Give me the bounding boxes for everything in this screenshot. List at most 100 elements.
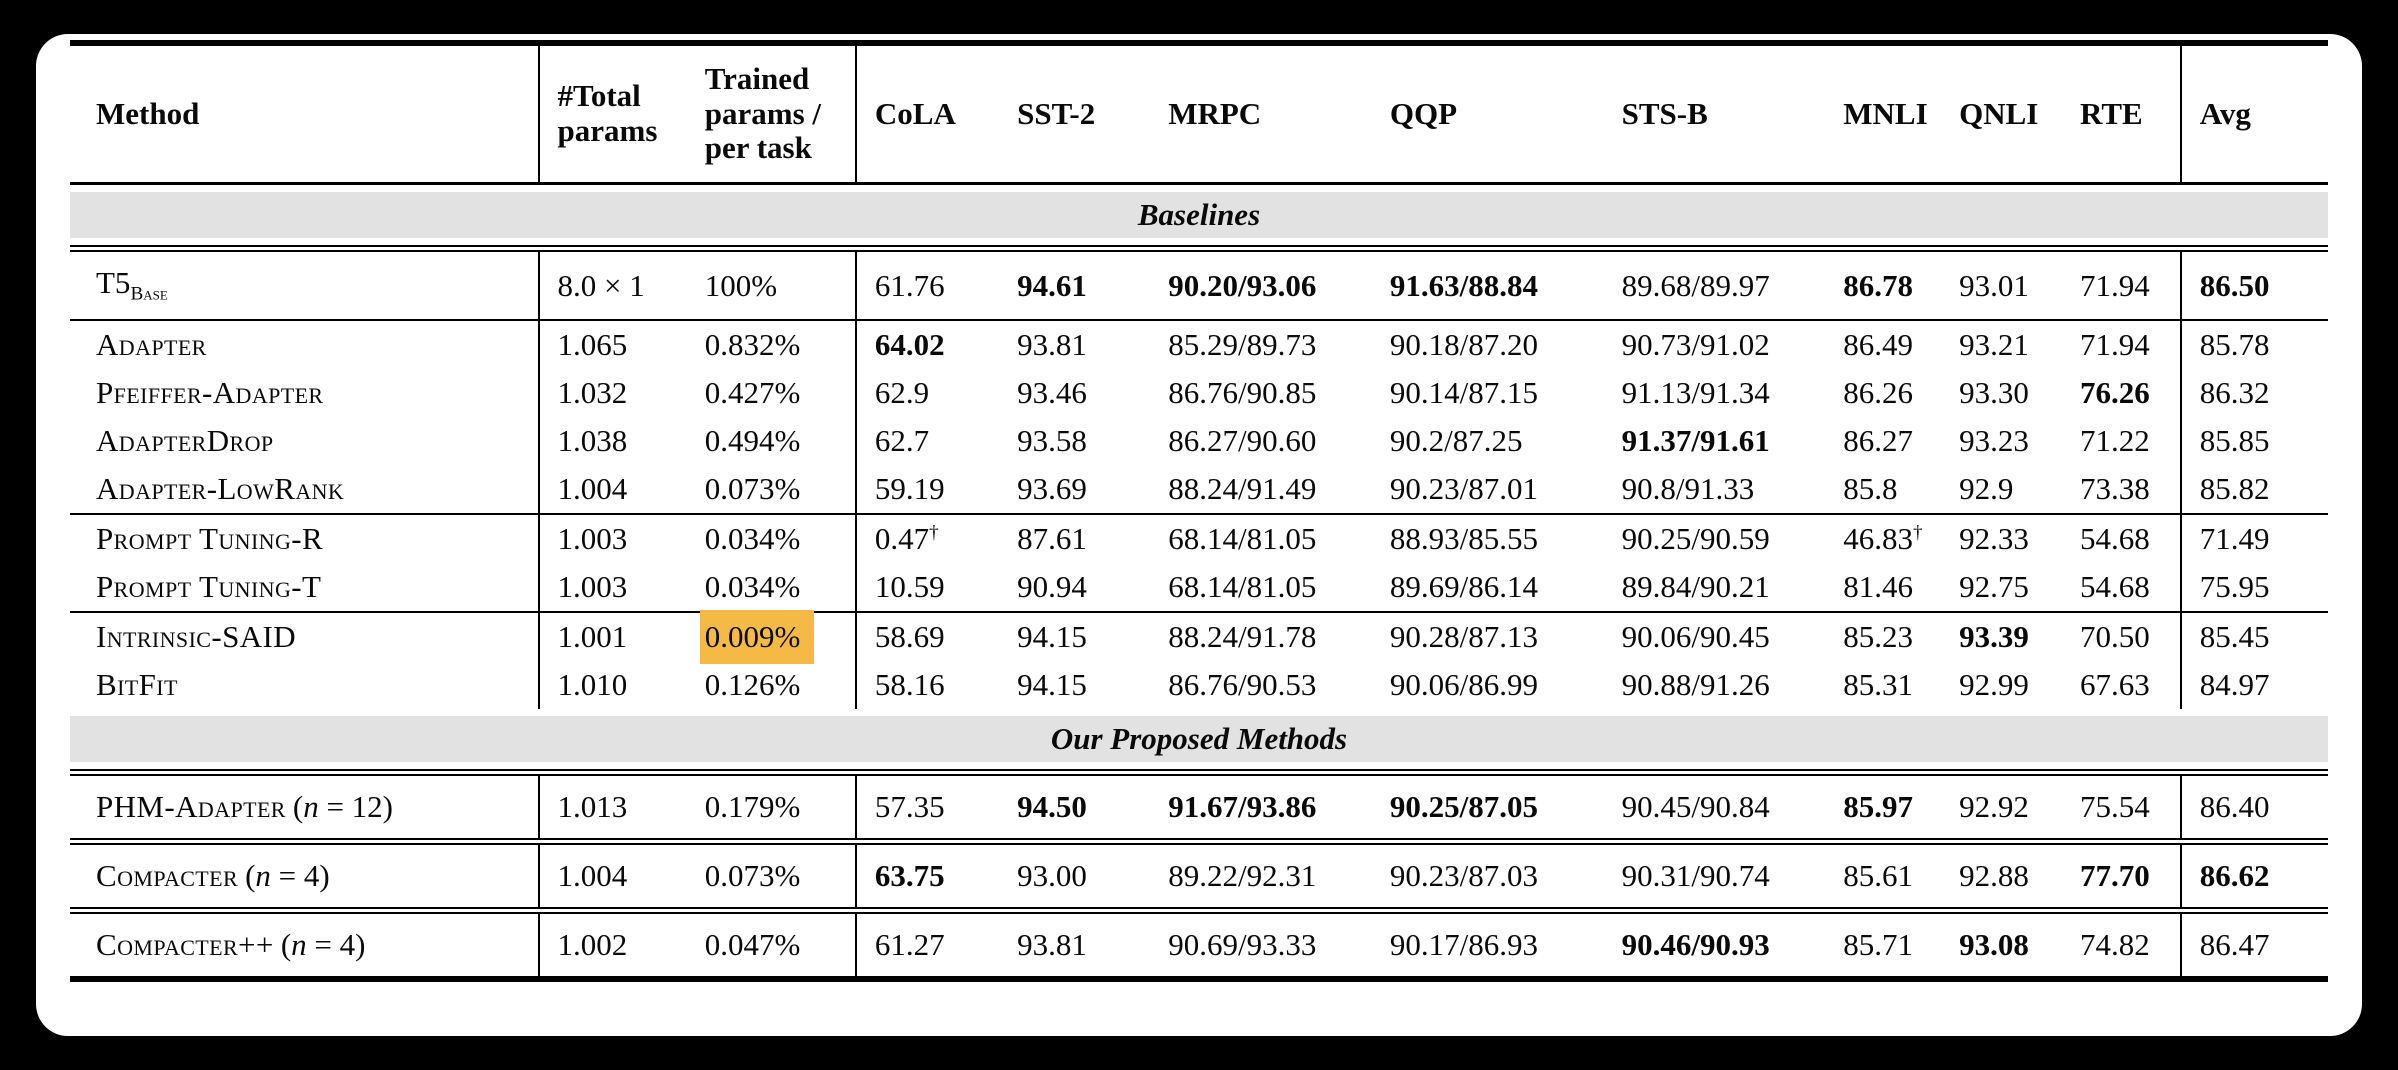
total-params-cell: 1.001 [537, 610, 705, 661]
metric-value: 85.8 [1843, 470, 1898, 506]
metric-cell-mnli: 86.49 [1843, 318, 1960, 369]
metric-value: 71.22 [2080, 422, 2150, 458]
metric-cell-sst-2: 94.15 [1017, 661, 1168, 709]
metric-cell-avg: 85.78 [2179, 318, 2328, 369]
total-params-cell: 1.002 [537, 906, 705, 982]
table-row: Compacter (n = 4) 1.004 0.073% 63.75 93.00 89.… [70, 837, 2328, 911]
column-header--total: #Total params [537, 40, 705, 186]
metric-cell-cola: 0.47† [854, 512, 1018, 563]
metric-value: 93.69 [1017, 470, 1087, 506]
total-params-value: 1.002 [557, 926, 628, 962]
column-header-sst-2: SST-2 [1017, 40, 1169, 186]
metric-value: 92.75 [1959, 568, 2029, 604]
metric-value: 93.00 [1017, 857, 1087, 893]
metric-cell-sts-b: 90.31/90.74 [1621, 837, 1844, 911]
metric-cell-cola: 58.69 [854, 610, 1018, 661]
metric-cell-rte: 70.50 [2080, 610, 2181, 661]
metric-cell-sst-2: 93.81 [1017, 318, 1169, 369]
metric-cell-mrpc: 86.76/90.85 [1168, 369, 1390, 417]
metric-cell-sst-2: 93.69 [1017, 465, 1168, 514]
metric-cell-mrpc: 86.27/90.60 [1168, 417, 1390, 465]
metric-value: 90.28/87.13 [1389, 618, 1538, 654]
metric-value: 94.61 [1017, 267, 1087, 303]
metric-value: 90.23/87.03 [1389, 857, 1538, 893]
metric-value: 88.93/85.55 [1389, 520, 1538, 556]
total-params-cell: 1.010 [537, 660, 705, 709]
metric-cell-rte: 71.94 [2080, 249, 2181, 320]
metric-cell-avg: 71.49 [2179, 512, 2328, 563]
metric-value: 91.67/93.86 [1168, 788, 1317, 824]
metric-cell-mnli: 85.61 [1843, 837, 1960, 911]
metric-value: 10.59 [874, 568, 945, 604]
metric-value: 90.17/86.93 [1389, 926, 1538, 962]
trained-params-cell: 0.034% [704, 512, 856, 563]
total-params-cell: 1.004 [537, 464, 705, 514]
metric-cell-rte: 71.94 [2080, 318, 2181, 369]
trained-params-value: 0.126% [704, 666, 801, 702]
metric-value: 86.49 [1843, 326, 1914, 362]
method-name: BitFit [96, 666, 178, 702]
metric-cell-qnli: 92.88 [1959, 837, 2081, 911]
metric-value: 90.94 [1017, 568, 1087, 604]
method-cell: Prompt Tuning-R [70, 512, 539, 563]
metric-cell-qqp: 90.18/87.20 [1389, 318, 1622, 369]
header-row: Method #Total params Trained params / per … [70, 40, 2328, 186]
metric-value: 93.30 [1959, 374, 2029, 410]
metric-cell-sts-b: 90.46/90.93 [1621, 906, 1844, 982]
metric-value: 85.85 [2199, 422, 2270, 458]
method-cell: AdapterDrop [70, 417, 539, 465]
metric-cell-sst-2: 94.61 [1017, 249, 1168, 320]
metric-value: 89.69/86.14 [1389, 568, 1538, 604]
metric-cell-mnli: 86.78 [1843, 249, 1959, 320]
column-header-rte: RTE [2080, 40, 2181, 186]
metric-cell-sts-b: 90.73/91.02 [1621, 318, 1844, 369]
metric-cell-mnli: 86.27 [1843, 417, 1959, 465]
total-params-value: 1.013 [557, 788, 628, 824]
metric-cell-avg: 86.47 [2179, 906, 2328, 982]
method-name: AdapterDrop [96, 422, 274, 458]
metric-value: 92.9 [1959, 470, 2014, 506]
metric-value: 77.70 [2080, 857, 2150, 893]
dagger-mark: † [1913, 522, 1923, 544]
metric-value: 46.83 [1843, 520, 1914, 556]
total-params-cell: 1.032 [537, 368, 705, 417]
metric-value: 86.32 [2199, 374, 2270, 410]
metric-cell-cola: 61.27 [854, 906, 1018, 982]
method-cell: BitFit [70, 661, 539, 709]
metric-value: 71.49 [2199, 520, 2270, 556]
trained-params-cell: 100% [705, 249, 856, 320]
metric-value: 71.94 [2080, 326, 2150, 362]
metric-value: 90.25/87.05 [1389, 788, 1538, 824]
metric-value: 90.18/87.20 [1389, 326, 1538, 362]
trained-params-value: 0.009% [699, 609, 815, 664]
metric-value: 86.50 [2199, 267, 2270, 303]
metric-cell-rte: 77.70 [2080, 837, 2181, 911]
metric-value: 88.24/91.49 [1168, 470, 1317, 506]
trained-params-value: 0.034% [704, 520, 801, 556]
section-band-cell: Baselines [70, 183, 2328, 253]
table-row: BitFit 1.010 0.126% 58.16 94.15 86.76/90.53 90… [70, 660, 2328, 709]
method-name: Pfeiffer-Adapter [96, 374, 324, 410]
metric-value: 85.97 [1843, 788, 1914, 824]
metric-cell-qqp: 89.69/86.14 [1390, 563, 1622, 612]
metric-cell-cola: 57.35 [854, 772, 1018, 842]
metric-cell-sts-b: 90.06/90.45 [1621, 610, 1844, 661]
metric-cell-sts-b: 90.88/91.26 [1622, 661, 1844, 709]
metric-cell-sts-b: 91.13/91.34 [1622, 369, 1844, 417]
metric-value: 90.73/91.02 [1621, 326, 1770, 362]
metric-cell-qnli: 92.92 [1959, 772, 2080, 841]
section-band-cell: Our Proposed Methods [70, 708, 2328, 776]
method-name: Prompt Tuning-R [96, 520, 324, 556]
metric-value: 68.14/81.05 [1168, 520, 1317, 556]
metric-value: 93.81 [1017, 926, 1087, 962]
trained-params-value: 0.073% [704, 470, 801, 506]
total-params-value: 1.032 [557, 374, 628, 410]
metric-cell-mrpc: 85.29/89.73 [1168, 318, 1390, 369]
trained-params-value: 0.047% [704, 926, 801, 962]
method-suffix: (n = 4) [245, 857, 330, 893]
table-row: AdapterDrop 1.038 0.494% 62.7 93.58 86.27/90.… [70, 416, 2328, 465]
metric-value: 93.46 [1017, 374, 1087, 410]
trained-params-value: 0.073% [704, 857, 801, 893]
metric-cell-qqp: 90.23/87.03 [1389, 837, 1622, 911]
method-cell: Compacter++ (n = 4) [70, 906, 539, 982]
